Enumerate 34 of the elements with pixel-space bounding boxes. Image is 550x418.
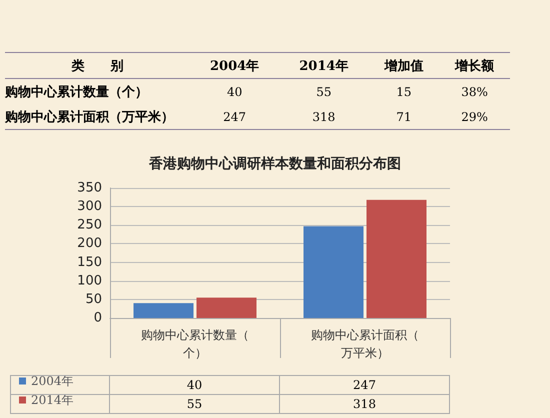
y-tick-label: 100 (77, 273, 102, 288)
bar (304, 226, 364, 318)
text: 38% (460, 84, 489, 100)
text: 318 (311, 108, 336, 126)
data-label: 55 (110, 394, 280, 414)
legend-label: 2014年 (31, 393, 74, 407)
bar (196, 298, 256, 318)
y-tick-label: 300 (77, 199, 102, 214)
text: 29% (460, 108, 489, 126)
text: 购物中心累计面积（万平米） (5, 108, 175, 126)
y-tick-label: 50 (85, 292, 102, 307)
y-tick-label: 200 (77, 236, 102, 252)
y-tick-label: 0 (94, 310, 102, 326)
chart-title: 香港购物中心调研样本数量和面积分布图 (148, 155, 401, 172)
legend-label: 2004年 (31, 374, 74, 388)
text: 增长额 (439, 52, 510, 78)
text: 15 (395, 84, 412, 100)
y-tick-label: 150 (77, 254, 102, 270)
data-label: 247 (280, 376, 450, 394)
text: 增加值 (368, 52, 440, 78)
data-label: 40 (110, 376, 280, 394)
y-tick-label: 250 (77, 218, 102, 233)
bar (366, 200, 426, 318)
text: 2004年 (190, 52, 280, 78)
data-label: 318 (280, 394, 450, 414)
text: 购物中心累计数量（个） (5, 84, 149, 102)
text: 类 别 (5, 52, 190, 78)
text: 71 (395, 108, 412, 126)
bar (134, 303, 194, 318)
text: 247 (222, 108, 248, 126)
text: 40 (226, 84, 244, 100)
text: 55 (315, 84, 332, 100)
text: 2014年 (279, 52, 368, 78)
y-tick-label: 350 (77, 180, 102, 196)
